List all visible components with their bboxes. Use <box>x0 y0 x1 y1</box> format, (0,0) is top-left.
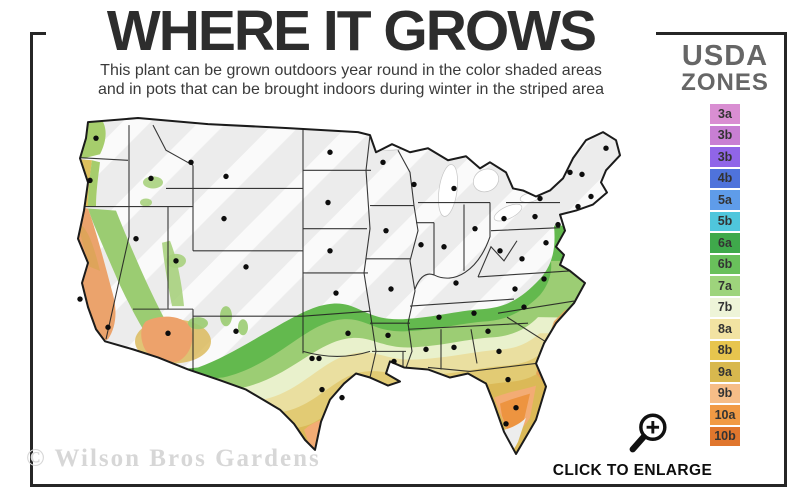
zone-chip: 10a <box>710 405 740 425</box>
zone-chip: 10b <box>710 426 740 446</box>
zone-chip: 5b <box>710 211 740 231</box>
zone-chip-label: 3b <box>717 149 733 164</box>
zone-chip: 6b <box>710 254 740 274</box>
zone-chip-label: 8a <box>718 321 732 336</box>
zone-chip: 3b <box>710 125 740 145</box>
zone-chip-label: 9a <box>718 364 732 379</box>
zone-chip-label: 10b <box>714 429 736 444</box>
us-map-svg <box>77 117 621 455</box>
zone-chip: 4b <box>710 168 740 188</box>
zone-chip-label: 9b <box>717 386 733 401</box>
zone-chip-label: 8b <box>717 343 733 358</box>
zone-chip-list: 3a 3b 3b 4b 5a 5b 6a 6b 7a 7b 8a 8b 9a 9b 10a 10b <box>662 104 788 446</box>
zone-chip-label: 6b <box>717 257 733 272</box>
city-dots <box>77 135 609 427</box>
zone-chip-label: 7a <box>718 278 732 293</box>
zone-chip: 3b <box>710 147 740 167</box>
zone-chip: 6a <box>710 233 740 253</box>
zone-chip: 9a <box>710 362 740 382</box>
subtitle-line-1: This plant can be grown outdoors year ro… <box>100 62 602 79</box>
usda-zones-legend: USDA ZONES 3a 3b 3b 4b 5a 5b 6a 6b 7a 7b 8a 8b 9a 9b 1… <box>662 42 788 446</box>
zone-chip-label: 6a <box>718 235 732 250</box>
zone-chip: 9b <box>710 383 740 403</box>
click-to-enlarge-label: CLICK TO ENLARGE <box>552 462 713 479</box>
zone-chip: 5a <box>710 190 740 210</box>
click-to-enlarge[interactable]: CLICK TO ENLARGE <box>545 410 720 480</box>
legend-heading-usda: USDA <box>681 40 769 72</box>
usda-zone-map <box>58 110 658 462</box>
zone-chip-label: 5b <box>717 214 733 229</box>
us-outline <box>77 117 621 455</box>
state-borders <box>78 124 575 378</box>
zone-chip-label: 10a <box>714 407 736 422</box>
subtitle-line-2: and in pots that can be brought indoors … <box>97 81 605 98</box>
zone-chip: 7b <box>710 297 740 317</box>
zone-chip-label: 3b <box>717 128 733 143</box>
zone-chip-label: 3a <box>718 106 732 121</box>
watermark: © Wilson Bros Gardens <box>26 445 321 472</box>
page-title: WHERE IT GROWS <box>106 0 597 63</box>
zone-chip: 8a <box>710 319 740 339</box>
zone-chip: 8b <box>710 340 740 360</box>
zone-chip: 3a <box>710 104 740 124</box>
legend-heading-zones: ZONES <box>681 69 769 96</box>
title-block: WHERE IT GROWS This plant can be grown o… <box>46 0 656 104</box>
zoom-in-icon <box>629 413 667 453</box>
zone-chip-label: 5a <box>718 192 732 207</box>
zone-chip: 7a <box>710 276 740 296</box>
zone-chip-label: 7b <box>717 300 733 315</box>
zone-chip-label: 4b <box>717 171 733 186</box>
